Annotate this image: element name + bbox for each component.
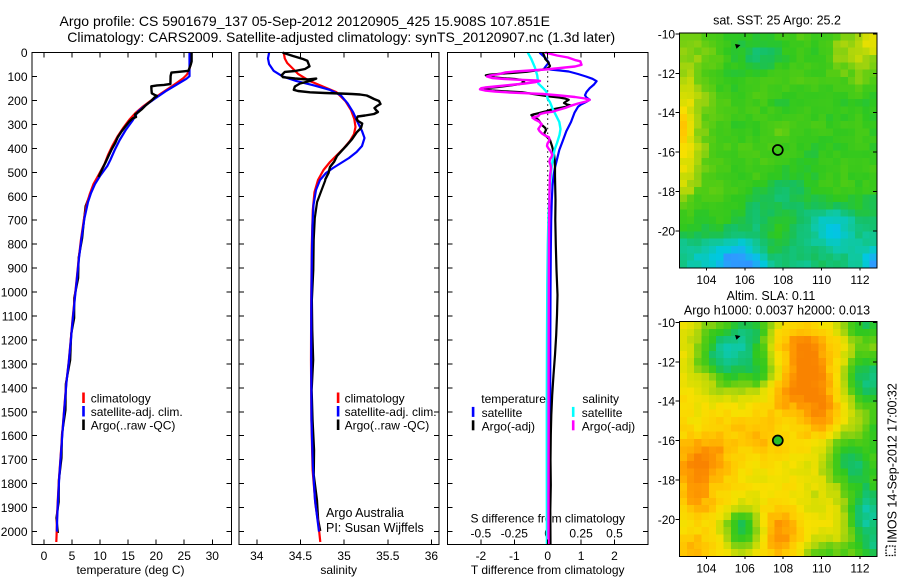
svg-text:20: 20 — [150, 549, 164, 563]
svg-text:34.5: 34.5 — [289, 549, 313, 563]
svg-text:-0.5: -0.5 — [471, 527, 492, 541]
svg-text:T difference from climatology: T difference from climatology — [471, 563, 625, 577]
svg-text:-12: -12 — [658, 67, 676, 81]
svg-text:104: 104 — [696, 562, 716, 576]
svg-text:temperature (deg C): temperature (deg C) — [76, 563, 184, 577]
svg-text:satellite-adj. clim.: satellite-adj. clim. — [91, 405, 183, 419]
svg-text:Climatology: CARS2009. Satelli: Climatology: CARS2009. Satellite-adjuste… — [67, 29, 615, 45]
svg-text:35.5: 35.5 — [376, 549, 400, 563]
svg-text:Argo(..raw -QC): Argo(..raw -QC) — [345, 419, 430, 433]
svg-text:1700: 1700 — [1, 453, 28, 467]
svg-text:sat. SST: 25 Argo: 25.2: sat. SST: 25 Argo: 25.2 — [713, 14, 841, 28]
svg-text:temperature: temperature — [481, 392, 546, 406]
svg-text:112: 112 — [850, 562, 869, 576]
svg-text:salinity: salinity — [582, 392, 619, 406]
svg-text:-18: -18 — [658, 185, 676, 199]
svg-text:10: 10 — [93, 549, 107, 563]
svg-text:600: 600 — [7, 190, 27, 204]
svg-text:900: 900 — [7, 262, 27, 276]
svg-text:Altim. SLA: 0.11: Altim. SLA: 0.11 — [727, 289, 816, 303]
svg-text:800: 800 — [7, 238, 27, 252]
svg-text:400: 400 — [7, 142, 27, 156]
svg-text:35: 35 — [337, 549, 351, 563]
svg-text:500: 500 — [7, 166, 27, 180]
svg-text:2: 2 — [611, 549, 618, 563]
svg-text:satellite: satellite — [482, 406, 523, 420]
svg-text:34: 34 — [250, 549, 264, 563]
svg-text:-20: -20 — [658, 513, 676, 527]
svg-text:-14: -14 — [658, 395, 676, 409]
svg-text:0: 0 — [41, 549, 48, 563]
svg-text:-14: -14 — [658, 106, 676, 120]
svg-text:1000: 1000 — [1, 286, 28, 300]
svg-text:300: 300 — [7, 118, 27, 132]
svg-text:Argo(-adj): Argo(-adj) — [482, 419, 535, 433]
svg-text:climatology: climatology — [345, 392, 405, 406]
svg-text:1600: 1600 — [1, 429, 28, 443]
svg-text:-18: -18 — [658, 473, 676, 487]
svg-text:1200: 1200 — [1, 333, 28, 347]
svg-text:-16: -16 — [658, 434, 676, 448]
svg-text:1500: 1500 — [1, 405, 28, 419]
svg-text:Argo Australia: Argo Australia — [326, 506, 404, 520]
svg-text:30: 30 — [206, 549, 220, 563]
svg-text:2000: 2000 — [1, 525, 28, 539]
svg-text:0: 0 — [544, 549, 551, 563]
svg-text:PI: Susan Wijffels: PI: Susan Wijffels — [326, 521, 424, 535]
svg-text:IMOS 14-Sep-2012 17:00:32: IMOS 14-Sep-2012 17:00:32 — [885, 383, 899, 543]
svg-text:satellite-adj. clim.: satellite-adj. clim. — [345, 405, 437, 419]
svg-text:112: 112 — [850, 273, 869, 287]
svg-text:1300: 1300 — [1, 357, 28, 371]
svg-text:Argo profile: CS 5901679_137 0: Argo profile: CS 5901679_137 05-Sep-2012… — [60, 13, 550, 29]
svg-text:-1: -1 — [509, 549, 520, 563]
svg-text:0.5: 0.5 — [606, 527, 623, 541]
svg-text:1900: 1900 — [1, 501, 28, 515]
svg-text:100: 100 — [7, 70, 27, 84]
svg-text:Argo(..raw -QC): Argo(..raw -QC) — [91, 419, 176, 433]
svg-text:104: 104 — [696, 273, 716, 287]
svg-text:-16: -16 — [658, 146, 676, 160]
svg-text:0: 0 — [21, 46, 28, 60]
svg-text:1800: 1800 — [1, 477, 28, 491]
svg-text:106: 106 — [735, 273, 755, 287]
svg-text:-10: -10 — [658, 316, 676, 330]
svg-text:climatology: climatology — [91, 392, 151, 406]
svg-text:satellite: satellite — [582, 406, 623, 420]
svg-text:5: 5 — [69, 549, 76, 563]
svg-text:700: 700 — [7, 214, 27, 228]
svg-text:-20: -20 — [658, 224, 676, 238]
svg-text:108: 108 — [773, 562, 793, 576]
svg-text:-10: -10 — [658, 28, 676, 42]
svg-text:25: 25 — [178, 549, 192, 563]
svg-text:-2: -2 — [476, 549, 487, 563]
svg-text:106: 106 — [735, 562, 755, 576]
svg-text:110: 110 — [812, 273, 831, 287]
svg-text:1: 1 — [578, 549, 585, 563]
svg-text:Argo(-adj): Argo(-adj) — [582, 419, 635, 433]
svg-text:0.25: 0.25 — [569, 527, 593, 541]
svg-text:-0.25: -0.25 — [501, 527, 529, 541]
svg-text:-12: -12 — [658, 355, 676, 369]
svg-text:1100: 1100 — [2, 310, 28, 324]
svg-text:200: 200 — [7, 94, 27, 108]
svg-text:108: 108 — [773, 273, 793, 287]
svg-text:15: 15 — [122, 549, 136, 563]
svg-text:salinity: salinity — [320, 563, 357, 577]
svg-text:1400: 1400 — [1, 381, 28, 395]
svg-text:Argo h1000: 0.0037 h2000: 0.01: Argo h1000: 0.0037 h2000: 0.013 — [684, 304, 870, 318]
svg-text:36: 36 — [425, 549, 439, 563]
svg-text:110: 110 — [812, 562, 831, 576]
